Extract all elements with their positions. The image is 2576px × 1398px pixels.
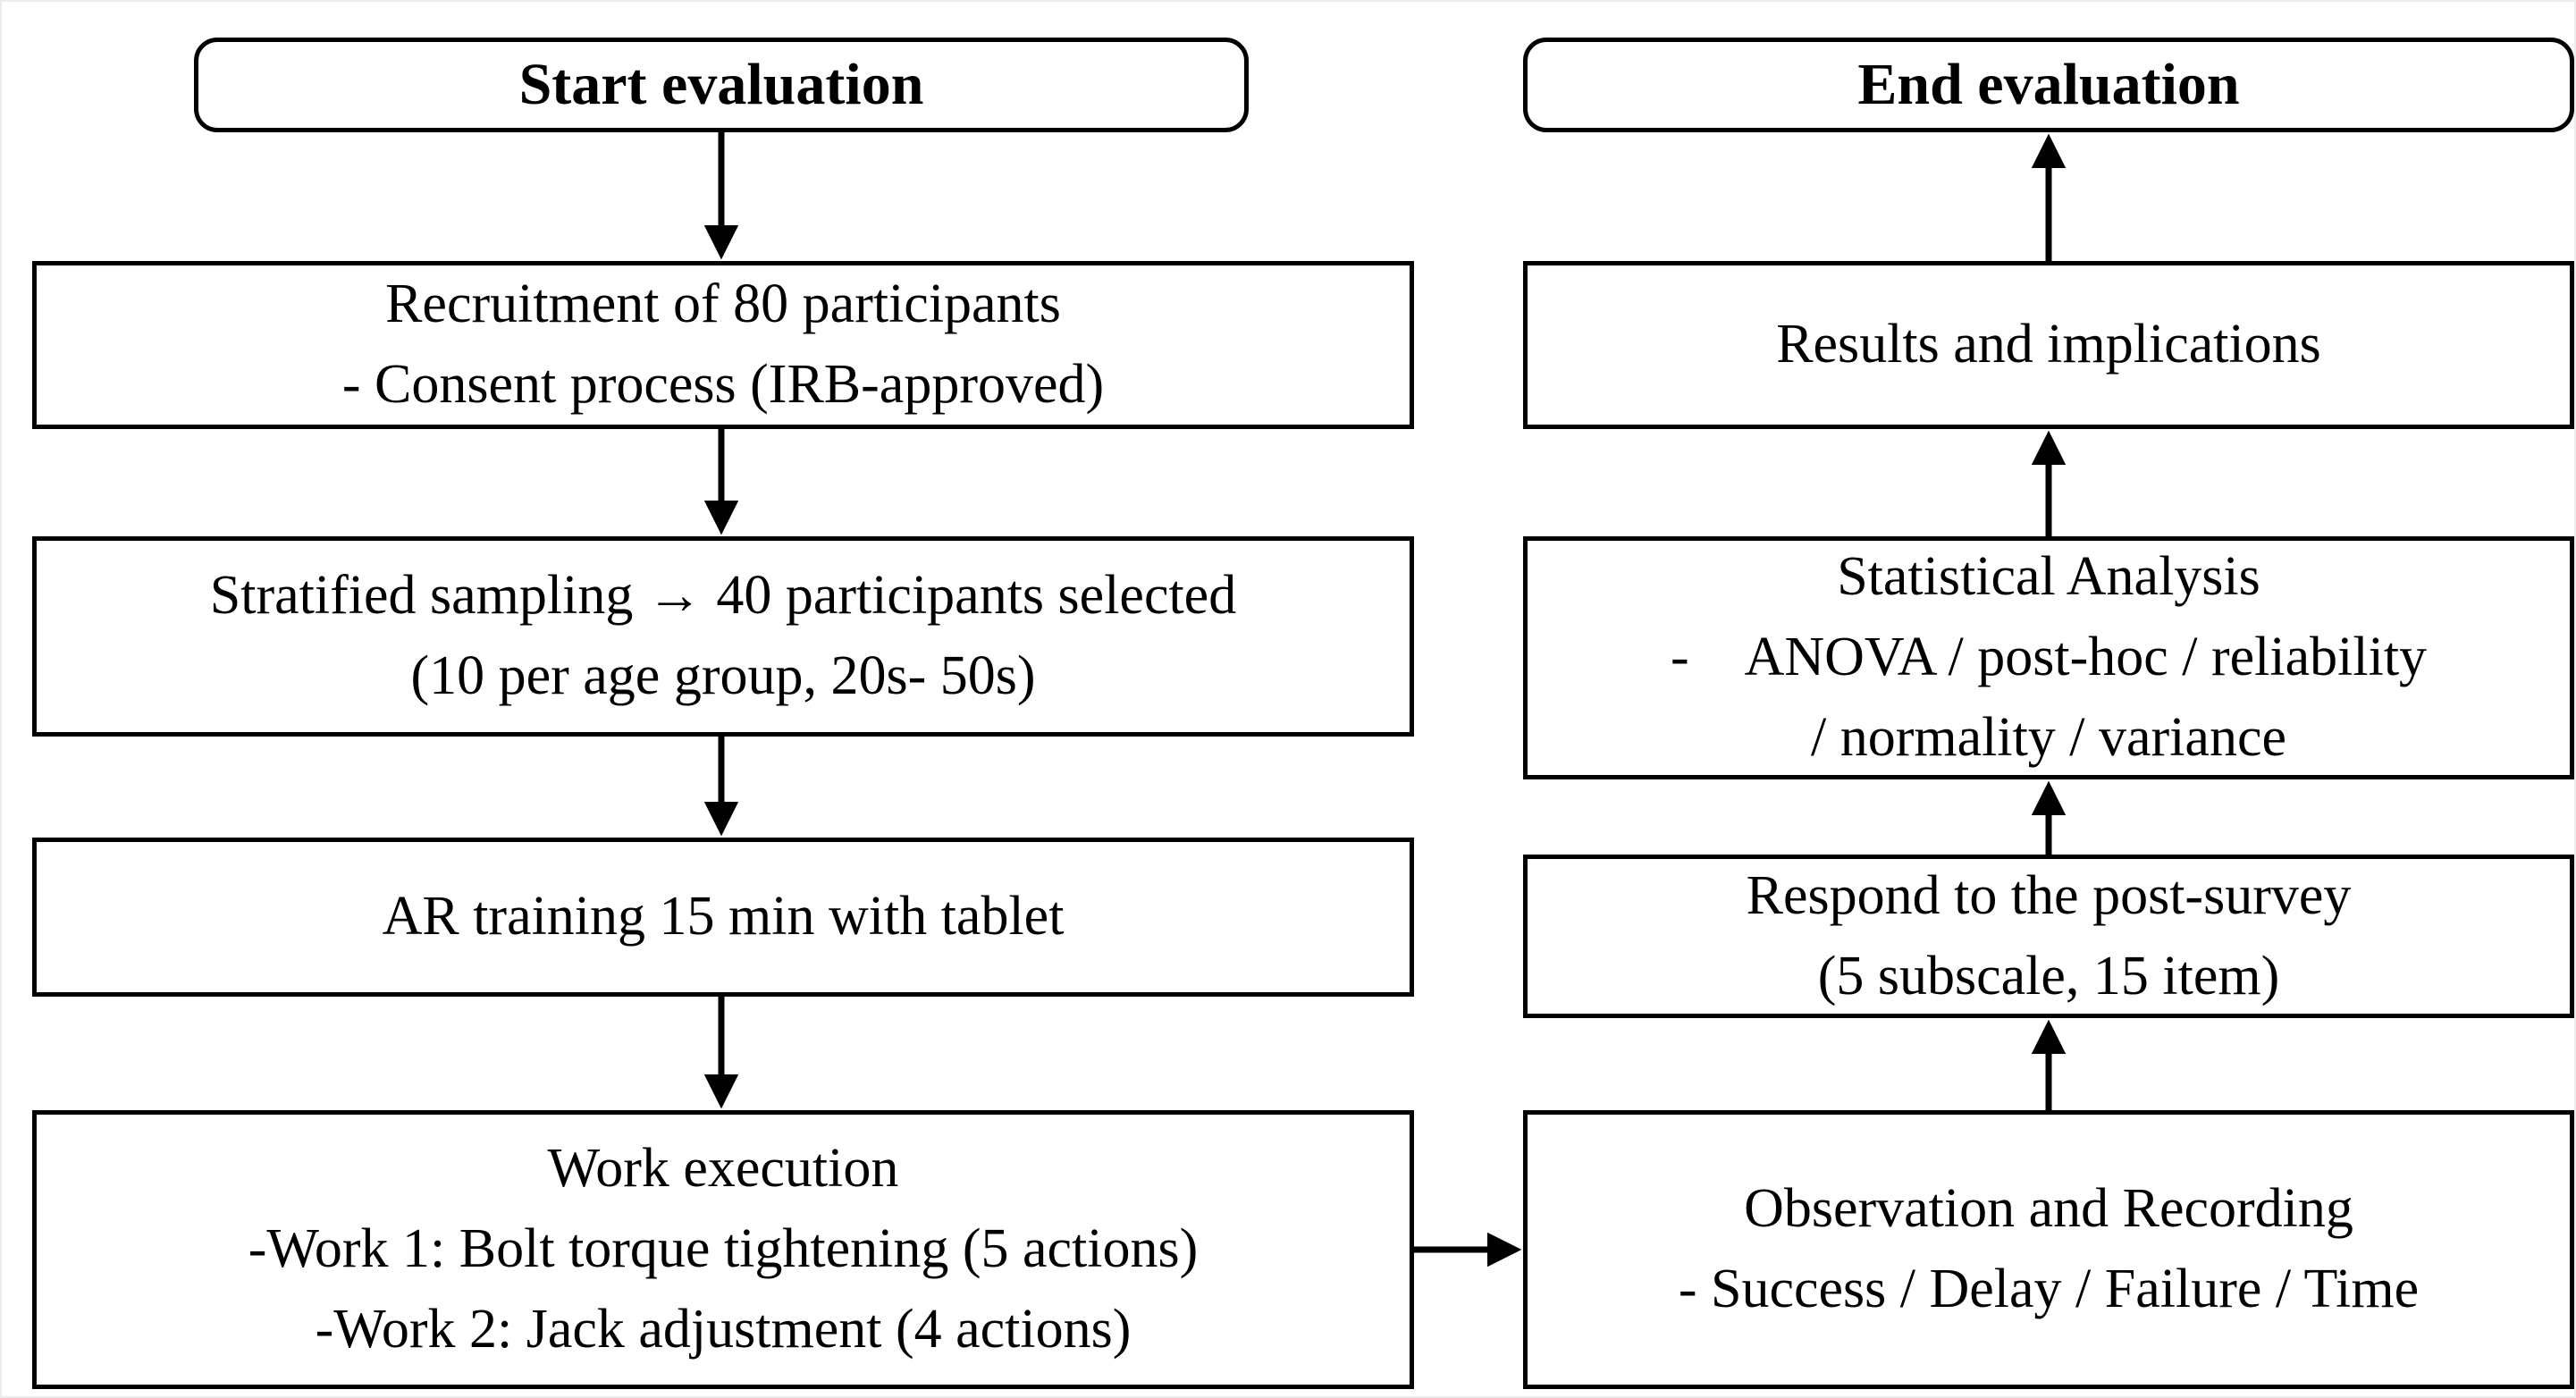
training-line-1: AR training 15 min with tablet bbox=[382, 886, 1065, 947]
recruitment-line-1: Recruitment of 80 participants bbox=[385, 274, 1061, 335]
statistics-line-3: / normality / variance bbox=[1811, 706, 2286, 768]
post-survey-node: Respond to the post-survey (5 subscale, … bbox=[1523, 855, 2574, 1018]
start-node: Start evaluation bbox=[194, 38, 1249, 132]
survey-line-2: (5 subscale, 15 item) bbox=[1817, 945, 2280, 1006]
results-line-1: Results and implications bbox=[1776, 314, 2321, 375]
work-line-1: Work execution bbox=[547, 1138, 899, 1200]
end-node: End evaluation bbox=[1523, 38, 2574, 132]
end-label: End evaluation bbox=[1857, 52, 2240, 118]
survey-line-1: Respond to the post-survey bbox=[1746, 864, 2352, 926]
sampling-line-2: (10 per age group, 20s- 50s) bbox=[410, 645, 1036, 706]
work-line-3: -Work 2: Jack adjustment (4 actions) bbox=[315, 1298, 1132, 1360]
observation-line-2: - Success / Delay / Failure / Time bbox=[1678, 1259, 2420, 1319]
training-node: AR training 15 min with tablet bbox=[32, 838, 1414, 997]
sampling-line-1: Stratified sampling → 40 participants se… bbox=[209, 565, 1237, 627]
statistical-analysis-node: Statistical Analysis - ANOVA / post-hoc … bbox=[1523, 536, 2574, 779]
work-execution-node: Work execution -Work 1: Bolt torque tigh… bbox=[32, 1110, 1414, 1389]
statistics-line-1: Statistical Analysis bbox=[1837, 546, 2260, 608]
observation-node: Observation and Recording - Success / De… bbox=[1523, 1110, 2574, 1389]
recruitment-node: Recruitment of 80 participants - Consent… bbox=[32, 261, 1414, 429]
statistics-line-2: - ANOVA / post-hoc / reliability bbox=[1670, 627, 2428, 688]
start-label: Start evaluation bbox=[518, 52, 924, 118]
sampling-node: Stratified sampling → 40 participants se… bbox=[32, 536, 1414, 737]
work-line-2: -Work 1: Bolt torque tightening (5 actio… bbox=[248, 1218, 1199, 1280]
observation-line-1: Observation and Recording bbox=[1744, 1178, 2353, 1240]
results-node: Results and implications bbox=[1523, 261, 2574, 429]
recruitment-line-2: - Consent process (IRB-approved) bbox=[341, 354, 1105, 415]
